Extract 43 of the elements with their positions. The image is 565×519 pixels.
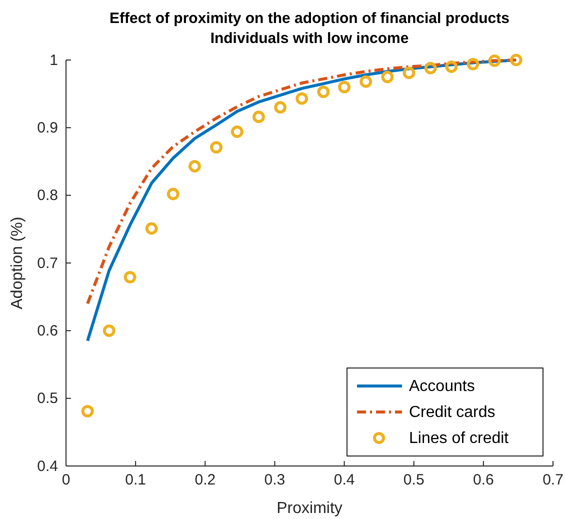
legend-label: Lines of credit xyxy=(409,430,510,447)
x-tick-label: 0.3 xyxy=(264,472,286,489)
x-tick-label: 0.4 xyxy=(334,472,355,489)
point xyxy=(360,75,372,88)
point xyxy=(188,160,201,172)
point xyxy=(402,66,416,80)
chart-subtitle: Individuals with low income xyxy=(210,30,409,47)
point xyxy=(210,141,222,154)
point xyxy=(317,86,330,98)
point xyxy=(510,54,522,66)
point xyxy=(81,404,94,418)
point xyxy=(274,101,286,114)
point xyxy=(252,110,265,124)
point xyxy=(381,70,394,84)
point xyxy=(124,271,136,284)
y-axis-title: Adoption (%) xyxy=(9,216,26,310)
x-tick-label: 0.6 xyxy=(473,472,494,489)
point xyxy=(102,324,116,337)
x-tick-label: 0 xyxy=(62,472,70,489)
x-tick-label: 0.7 xyxy=(542,472,564,489)
legend-label: Accounts xyxy=(409,378,475,395)
y-tick-label: 0.7 xyxy=(37,254,58,272)
x-tick-label: 0.1 xyxy=(125,472,146,489)
x-tick-label: 0.5 xyxy=(403,472,424,489)
point xyxy=(230,126,244,138)
x-tick-label: 0.2 xyxy=(194,472,216,489)
point xyxy=(445,60,458,73)
point xyxy=(145,222,158,235)
y-tick-label: 0.9 xyxy=(37,119,58,136)
chart-title: Effect of proximity on the adoption of financial products xyxy=(109,10,510,27)
y-tick-label: 1 xyxy=(50,52,58,69)
point xyxy=(466,58,480,70)
point xyxy=(338,80,351,94)
point xyxy=(424,62,437,74)
legend-label: Credit cards xyxy=(409,404,496,421)
y-tick-label: 0.8 xyxy=(37,187,58,204)
point xyxy=(488,54,501,67)
y-tick-label: 0.4 xyxy=(37,458,58,475)
y-tick-label: 0.6 xyxy=(37,322,58,340)
y-tick-label: 0.5 xyxy=(37,390,58,408)
point xyxy=(166,188,180,200)
x-axis-title: Proximity xyxy=(276,500,342,517)
point xyxy=(296,92,308,105)
